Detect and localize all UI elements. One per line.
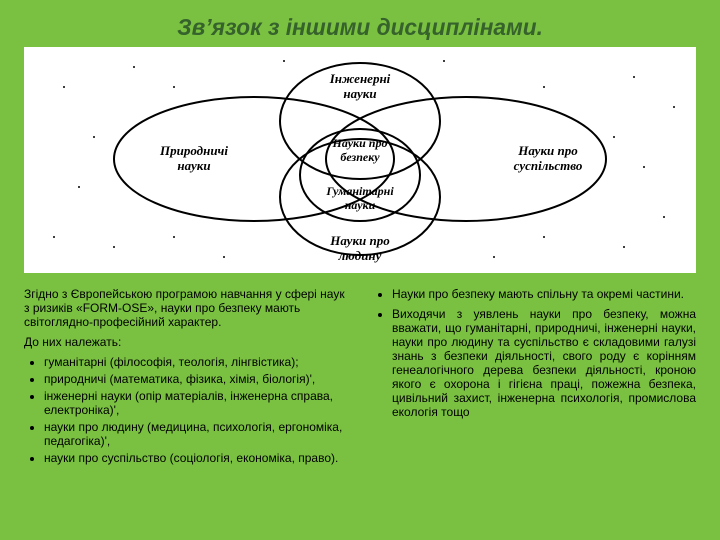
- list-item: Виходячи з уявлень науки про безпеку, мо…: [392, 307, 696, 419]
- text-columns: Згідно з Європейською програмою навчання…: [24, 287, 696, 524]
- slide-page: Зв’язок з іншими дисциплінами. Інженерні…: [0, 0, 720, 540]
- list-item: гуманітарні (філософія, теологія, лінгві…: [44, 355, 348, 369]
- list-item: Науки про безпеку мають спільну та окрем…: [392, 287, 696, 301]
- venn-label-engineering: Інженернінауки: [329, 71, 391, 101]
- venn-label-natural: Природничінауки: [159, 143, 228, 173]
- right-column: Науки про безпеку мають спільну та окрем…: [372, 287, 696, 524]
- venn-label-human: Науки пролюдину: [329, 233, 390, 263]
- left-intro: Згідно з Європейською програмою навчання…: [24, 287, 348, 329]
- left-column: Згідно з Європейською програмою навчання…: [24, 287, 348, 524]
- venn-label-safety: Науки пробезпеку: [332, 136, 388, 164]
- list-item: природничі (математика, фізика, хімія, б…: [44, 372, 348, 386]
- right-list: Науки про безпеку мають спільну та окрем…: [372, 287, 696, 419]
- venn-diagram: Інженернінауки Природничінауки Науки просу…: [24, 47, 696, 273]
- left-list: гуманітарні (філософія, теологія, лінгві…: [24, 355, 348, 465]
- left-preamble: До них належать:: [24, 335, 348, 349]
- list-item: інженерні науки (опір матеріалів, інжене…: [44, 389, 348, 417]
- list-item: науки про людину (медицина, психологія, …: [44, 420, 348, 448]
- slide-title: Зв’язок з іншими дисциплінами.: [24, 14, 696, 41]
- list-item: науки про суспільство (соціологія, еконо…: [44, 451, 348, 465]
- venn-label-society: Науки просуспільство: [514, 143, 583, 173]
- venn-label-humanitarian: Гуманітарнінауки: [325, 184, 394, 212]
